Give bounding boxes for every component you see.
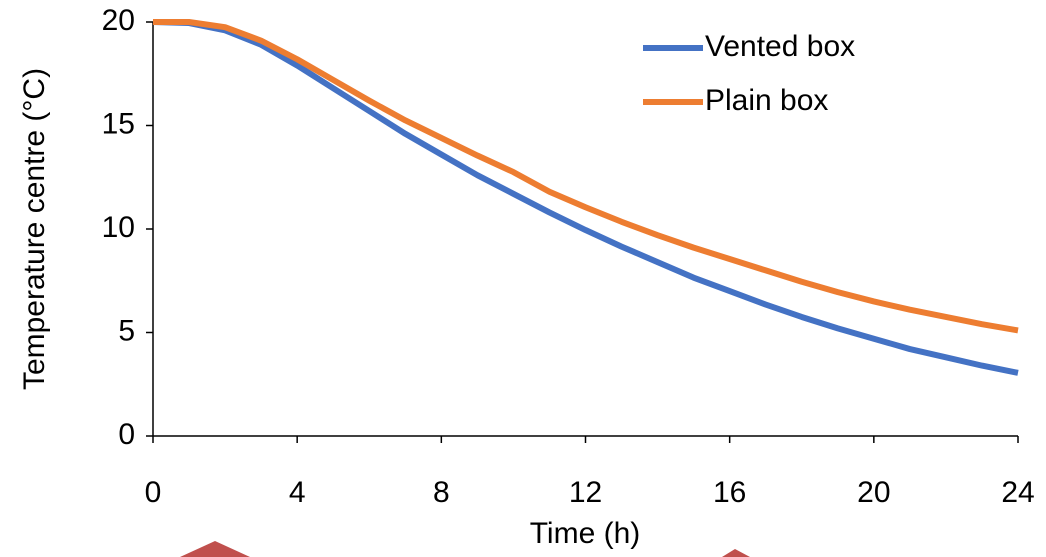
y-tick-label: 0 [118, 418, 135, 451]
x-tick-label: 4 [289, 476, 306, 509]
legend-label: Plain box [705, 84, 828, 117]
y-tick-label: 15 [102, 107, 135, 140]
x-tick-label: 24 [1001, 476, 1034, 509]
y-tick-label: 20 [102, 4, 135, 37]
x-tick-label: 0 [145, 476, 162, 509]
decoration [722, 549, 750, 557]
y-tick-label: 10 [102, 211, 135, 244]
x-tick-label: 16 [713, 476, 746, 509]
y-tick-label: 5 [118, 314, 135, 347]
x-tick-label: 8 [433, 476, 450, 509]
y-axis-title: Temperature centre (°C) [18, 68, 51, 390]
x-tick-label: 20 [857, 476, 890, 509]
line-series [152, 19, 1019, 376]
x-tick-label: 12 [569, 476, 602, 509]
decoration [180, 541, 250, 557]
line-series [153, 19, 1019, 334]
legend-label: Vented box [705, 30, 855, 63]
x-axis-title: Time (h) [530, 517, 641, 550]
